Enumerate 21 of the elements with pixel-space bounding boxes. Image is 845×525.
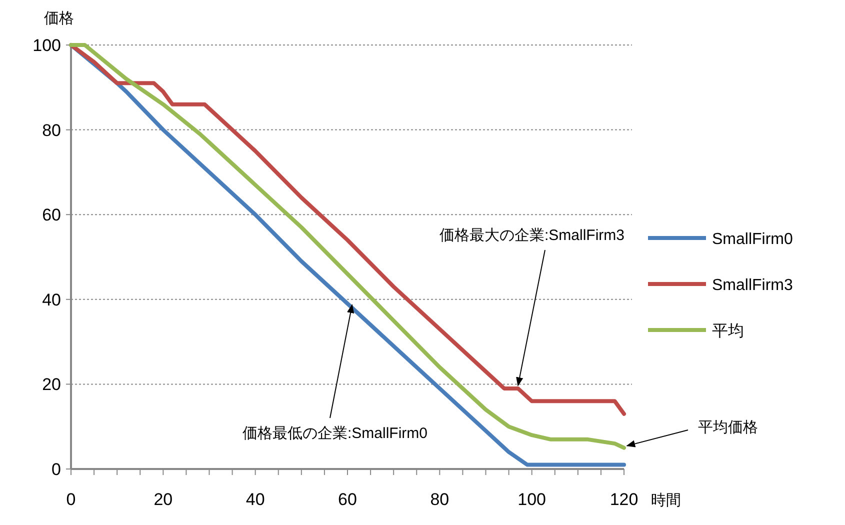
y-tick-label: 0 <box>52 460 61 479</box>
legend-label: SmallFirm0 <box>712 231 793 248</box>
y-tick-label: 40 <box>42 290 61 310</box>
x-axis-title: 時間 <box>651 492 681 509</box>
annotation: 価格最大の企業:SmallFirm3 <box>439 227 625 244</box>
annotation: 価格最低の企業:SmallFirm0 <box>242 425 428 442</box>
legend-label: 平均 <box>712 323 744 340</box>
y-tick-label: 100 <box>32 36 61 55</box>
x-tick-label: 0 <box>66 490 76 509</box>
x-tick-label: 100 <box>518 490 546 509</box>
x-tick-label: 40 <box>246 490 265 509</box>
y-axis-title: 価格 <box>44 10 74 27</box>
x-tick-label: 120 <box>610 490 638 509</box>
x-tick-label: 20 <box>154 490 173 509</box>
y-tick-label: 60 <box>42 206 61 225</box>
legend-label: SmallFirm3 <box>712 277 793 294</box>
x-tick-label: 60 <box>338 490 357 509</box>
y-tick-label: 80 <box>42 120 61 140</box>
y-tick-label: 20 <box>42 375 61 394</box>
annotation: 平均価格 <box>698 419 758 436</box>
x-tick-label: 80 <box>430 490 450 509</box>
